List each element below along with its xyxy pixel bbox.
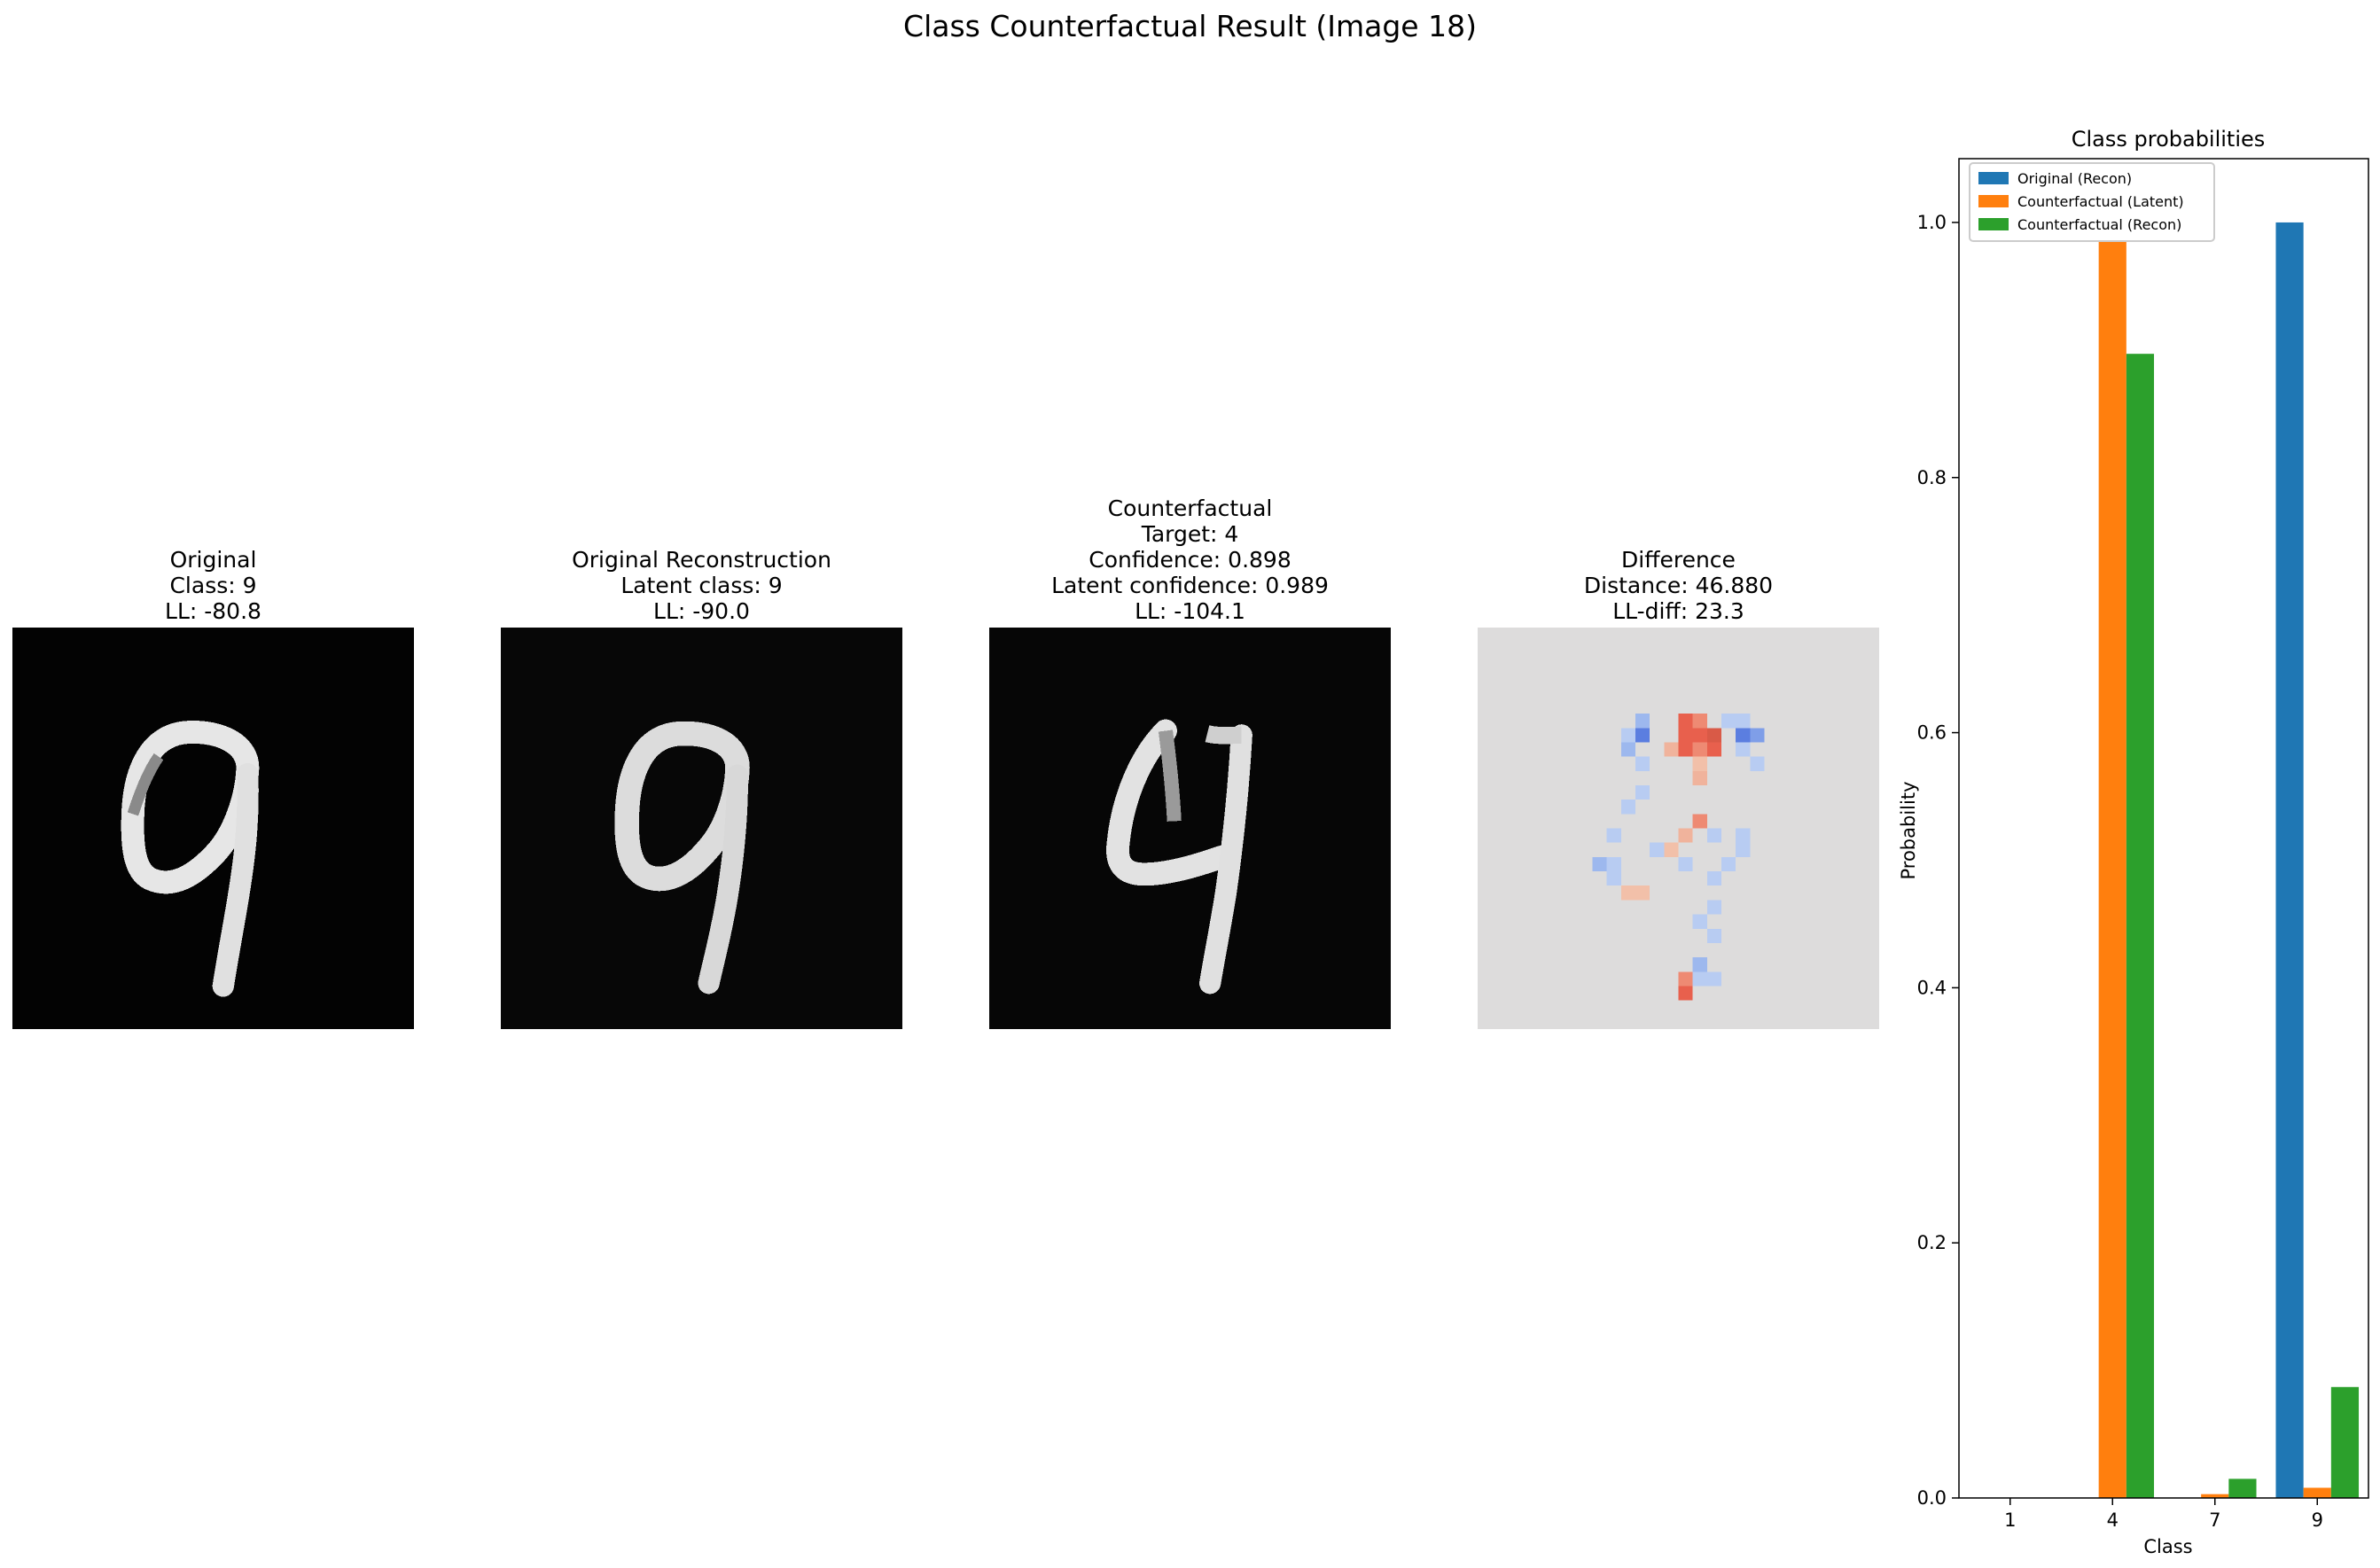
counterfactual-digit-image — [989, 628, 1391, 1029]
bar-cf-latent-class-7 — [2201, 1494, 2229, 1498]
legend-label-cf-recon: Counterfactual (Recon) — [2017, 216, 2181, 233]
title-line: Counterfactual — [1107, 495, 1273, 521]
panel-title-reconstruction: Original Reconstruction Latent class: 9 … — [501, 547, 902, 624]
title-line: Original Reconstruction — [572, 547, 831, 573]
panel-title-difference: Difference Distance: 46.880 LL-diff: 23.… — [1478, 547, 1879, 624]
title-line: Latent class: 9 — [620, 573, 783, 598]
legend-label-original-recon: Original (Recon) — [2017, 170, 2132, 187]
title-line: Original — [169, 547, 257, 573]
bar-cf-recon-class-4 — [2126, 354, 2155, 1498]
legend: Original (Recon) Counterfactual (Latent)… — [1969, 162, 2215, 242]
y-tick-label: 1.0 — [1917, 212, 1947, 233]
x-tick-label: 7 — [2209, 1509, 2220, 1531]
panel-title-original: Original Class: 9 LL: -80.8 — [12, 547, 414, 624]
title-line: LL: -80.8 — [165, 598, 261, 624]
x-tick-label: 4 — [2107, 1509, 2119, 1531]
plot-frame — [1958, 158, 2369, 1499]
legend-box — [1969, 162, 2215, 242]
legend-label-cf-latent: Counterfactual (Latent) — [2017, 193, 2184, 210]
legend-swatch-original-recon — [1978, 172, 2009, 184]
figure-title: Class Counterfactual Result (Image 18) — [903, 9, 1477, 43]
bar-cf-latent-class-9 — [2303, 1487, 2331, 1498]
y-tick-label: 0.6 — [1917, 722, 1947, 744]
y-tick-label: 0.4 — [1917, 977, 1947, 998]
title-line: Difference — [1621, 547, 1736, 573]
legend-swatch-cf-latent — [1978, 195, 2009, 207]
title-line: Distance: 46.880 — [1583, 573, 1774, 598]
bar-cf-recon-class-9 — [2330, 1386, 2360, 1498]
x-axis-label: Class — [2143, 1536, 2192, 1557]
legend-swatch-cf-recon — [1978, 218, 2009, 230]
y-tick-label: 0.0 — [1917, 1487, 1947, 1509]
original-digit-image — [12, 628, 414, 1029]
title-line: Latent confidence: 0.989 — [1051, 573, 1329, 598]
chart-title: Class probabilities — [2072, 127, 2266, 152]
bar-original-recon-class-9 — [2275, 222, 2304, 1498]
bar-cf-latent-class-4 — [2098, 236, 2126, 1499]
title-line: Target: 4 — [1141, 521, 1239, 547]
bar-cf-recon-class-7 — [2228, 1478, 2257, 1498]
title-line: Class: 9 — [169, 573, 257, 598]
y-axis-label: Probability — [1898, 781, 1919, 879]
x-tick-label: 9 — [2312, 1509, 2323, 1531]
title-line: LL-diff: 23.3 — [1612, 598, 1744, 624]
title-line: LL: -104.1 — [1135, 598, 1245, 624]
y-tick-label: 0.8 — [1917, 467, 1947, 488]
panel-title-counterfactual: Counterfactual Target: 4 Confidence: 0.8… — [989, 495, 1391, 624]
reconstruction-digit-image — [501, 628, 902, 1029]
y-tick-label: 0.2 — [1917, 1232, 1947, 1253]
title-line: LL: -90.0 — [653, 598, 750, 624]
difference-heatmap-image — [1478, 628, 1879, 1029]
x-tick-label: 1 — [2004, 1509, 2016, 1531]
title-line: Confidence: 0.898 — [1089, 547, 1291, 573]
